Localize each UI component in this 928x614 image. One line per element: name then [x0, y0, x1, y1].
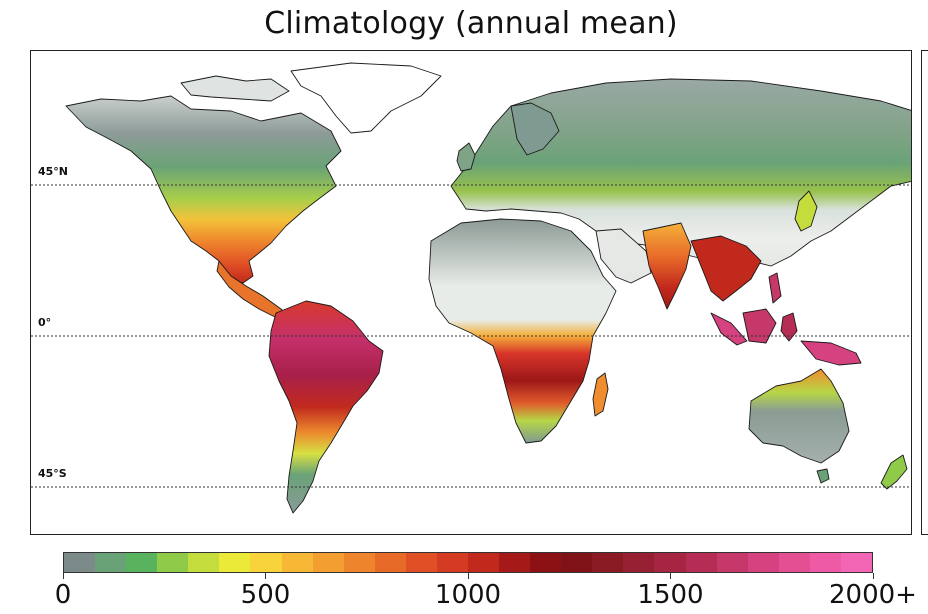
colorbar-segment: [374, 553, 406, 572]
colorbar-segment: [64, 553, 96, 572]
sulawesi: [780, 312, 798, 342]
colorbar-segment: [809, 553, 841, 572]
lat-label-45s: 45°S: [38, 467, 67, 480]
colorbar: [63, 552, 873, 573]
southeast-asia: [690, 235, 762, 302]
colorbar-segment: [219, 553, 251, 572]
arctic-islands: [180, 75, 290, 102]
colorbar-tick: [872, 573, 874, 579]
colorbar-segment: [157, 553, 189, 572]
japan: [794, 190, 818, 232]
colorbar-tick: [265, 573, 266, 579]
lat-label-45n: 45°N: [38, 165, 69, 178]
arabian-peninsula: [595, 228, 652, 284]
colorbar-segment: [188, 553, 220, 572]
colorbar-tick: [467, 573, 469, 579]
world-map-panel: [30, 50, 912, 535]
australia: [748, 368, 850, 464]
colorbar-segment: [499, 553, 531, 572]
scandinavia: [510, 102, 560, 156]
colorbar-segment: [561, 553, 593, 572]
colorbar-segment: [623, 553, 655, 572]
colorbar-segment: [312, 553, 344, 572]
adjacent-panel-edge: [921, 50, 928, 535]
new-zealand: [880, 454, 908, 490]
colorbar-segment: [436, 553, 469, 572]
greenland: [290, 62, 442, 134]
colorbar-tick-label: 2000+: [829, 580, 917, 610]
sumatra: [710, 312, 748, 346]
colorbar-segment: [778, 553, 810, 572]
colorbar-segment: [592, 553, 624, 572]
colorbar-segment: [250, 553, 282, 572]
colorbar-tick-label: 500: [240, 580, 291, 610]
world-map: [31, 62, 911, 514]
british-isles: [456, 142, 476, 172]
map-title: Climatology (annual mean): [264, 6, 678, 41]
indian-subcontinent: [642, 222, 692, 310]
colorbar-segment: [281, 553, 313, 572]
colorbar-segment: [343, 553, 375, 572]
colorbar-tick-label: 0: [54, 580, 72, 610]
colorbar-segment: [747, 553, 779, 572]
new-guinea: [800, 340, 862, 366]
colorbar-segment: [685, 553, 717, 572]
colorbar-tick: [670, 573, 671, 579]
africa: [428, 218, 617, 444]
colorbar-segment: [716, 553, 748, 572]
colorbar-segment: [405, 553, 437, 572]
borneo: [742, 308, 777, 344]
colorbar-segment: [468, 553, 500, 572]
lat-label-equator: 0°: [38, 316, 52, 329]
graticule: [31, 184, 911, 488]
north-america: [65, 95, 342, 284]
colorbar-segment: [840, 553, 873, 572]
south-america: [268, 300, 384, 514]
colorbar-segment: [95, 553, 127, 572]
colorbar-segment: [126, 553, 158, 572]
colorbar-tick-label: 1500: [637, 580, 704, 610]
madagascar: [592, 372, 609, 417]
colorbar-segment: [530, 553, 562, 572]
philippines: [768, 272, 782, 304]
colorbar-tick-label: 1000: [434, 580, 502, 610]
colorbar-tick: [62, 573, 64, 579]
colorbar-segment: [654, 553, 686, 572]
tasmania: [816, 468, 830, 484]
